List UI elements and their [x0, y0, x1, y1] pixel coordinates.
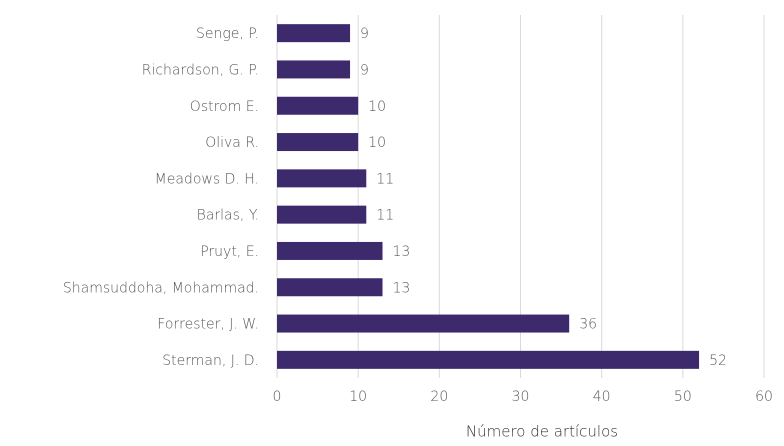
y-tick-label: Barlas, Y. [197, 208, 259, 224]
x-axis-title: Número de artículos [466, 423, 618, 441]
y-tick-label: Shamsuddoha, Mohammad. [63, 280, 259, 296]
x-tick-label: 0 [273, 389, 282, 405]
data-label: 13 [393, 244, 411, 260]
data-label: 10 [368, 135, 386, 151]
data-label: 10 [368, 99, 386, 115]
bar [277, 314, 570, 333]
data-label: 13 [393, 280, 411, 296]
bar [277, 241, 383, 260]
y-tick-label: Oliva R. [205, 135, 259, 151]
data-label: 9 [360, 26, 369, 42]
y-tick-label: Senge, P. [196, 26, 259, 42]
x-tick-label: 50 [674, 389, 692, 405]
y-tick-label: Richardson, G. P. [142, 62, 259, 78]
data-label: 11 [376, 208, 394, 224]
bar [277, 96, 359, 115]
data-label: 52 [709, 353, 727, 369]
y-tick-label: Sterman, J. D. [162, 353, 259, 369]
x-tick-label: 40 [593, 389, 611, 405]
bar [277, 278, 383, 297]
x-tick-label: 30 [512, 389, 530, 405]
data-label: 9 [360, 62, 369, 78]
y-tick-label: Ostrom E. [190, 99, 259, 115]
bar [277, 205, 367, 224]
data-label: 11 [376, 171, 394, 187]
bar [277, 350, 700, 369]
x-tick-label: 10 [349, 389, 367, 405]
y-tick-label: Forrester, J. W. [157, 317, 259, 333]
y-tick-label: Pruyt, E. [200, 244, 259, 260]
bar [277, 24, 351, 43]
bar [277, 133, 359, 152]
bar [277, 60, 351, 79]
data-label: 36 [579, 317, 597, 333]
x-tick-label: 60 [755, 389, 773, 405]
y-tick-label: Meadows D. H. [155, 171, 259, 187]
x-tick-label: 20 [430, 389, 448, 405]
bar [277, 169, 367, 188]
